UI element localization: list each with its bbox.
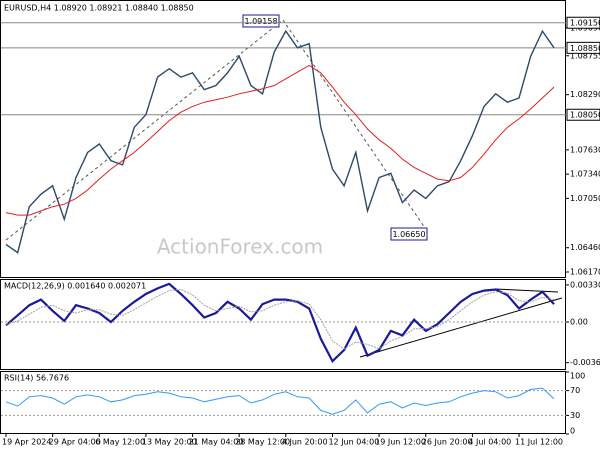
y-tick-label: 1.07340	[570, 170, 600, 179]
level-label: 1.08850	[570, 44, 600, 53]
macd-panel	[0, 279, 566, 370]
x-tick-label: 21 May 04:00	[189, 438, 244, 447]
y-tick-label: 0.003308	[570, 280, 600, 289]
y-tick-label: 100	[570, 372, 585, 381]
y-tick-label: 1.06170	[570, 267, 600, 276]
macd-title: MACD(12,26,9) 0.001640 0.002071	[4, 282, 146, 291]
y-tick-label: -0.003635	[570, 358, 600, 367]
y-tick-label: 1.08290	[570, 90, 600, 99]
x-tick-label: 6 May 12:00	[95, 438, 145, 447]
x-tick-label: 28 May 12:00	[235, 438, 290, 447]
series-line	[5, 282, 555, 364]
y-tick-label: 0.00	[570, 317, 588, 326]
annotation: 1.09158	[244, 17, 277, 26]
y-tick-label: 1.07630	[570, 145, 600, 154]
chart-title: EURUSD,H4 1.08920 1.08921 1.08840 1.0885…	[4, 4, 194, 13]
level-box	[566, 108, 600, 121]
price-panel	[0, 0, 566, 278]
x-tick-label: 11 Jul 12:00	[515, 438, 563, 447]
x-tick-label: 29 Apr 04:00	[49, 438, 101, 447]
annotation-box	[390, 227, 428, 241]
watermark: ActionForex.com	[157, 235, 323, 259]
y-tick-label: 0	[570, 427, 575, 436]
series-line	[5, 29, 555, 254]
y-tick-label: 70	[570, 386, 580, 395]
y-tick-label: 30	[570, 411, 580, 420]
rsi-panel	[0, 371, 566, 434]
rsi-title: RSI(14) 56.7676	[4, 374, 69, 383]
trendline	[5, 19, 284, 241]
series-line	[5, 64, 555, 216]
trendline	[494, 288, 559, 293]
level-box	[566, 41, 600, 54]
annotation: 1.06650	[392, 230, 425, 239]
level-box	[566, 16, 600, 29]
x-tick-label: 4 Jul 04:00	[468, 438, 511, 447]
series-line	[5, 387, 555, 415]
trendline	[359, 297, 563, 358]
x-tick-label: 19 Apr 2024	[2, 438, 51, 447]
level-label: 1.08050	[570, 111, 600, 120]
y-tick-label: 1.06460	[570, 243, 600, 252]
series-line	[5, 288, 555, 350]
x-tick-label: 13 May 20:00	[142, 438, 197, 447]
x-tick-label: 4 Jun 20:00	[282, 438, 328, 447]
trendline	[282, 19, 426, 229]
annotation-box	[242, 14, 280, 28]
y-tick-label: 1.07050	[570, 194, 600, 203]
x-tick-label: 26 Jun 20:00	[422, 438, 473, 447]
level-label: 1.09150	[570, 19, 600, 28]
x-tick-label: 12 Jun 04:00	[328, 438, 379, 447]
y-tick-label: 1.08755	[570, 51, 600, 60]
x-tick-label: 19 Jun 12:00	[375, 438, 426, 447]
